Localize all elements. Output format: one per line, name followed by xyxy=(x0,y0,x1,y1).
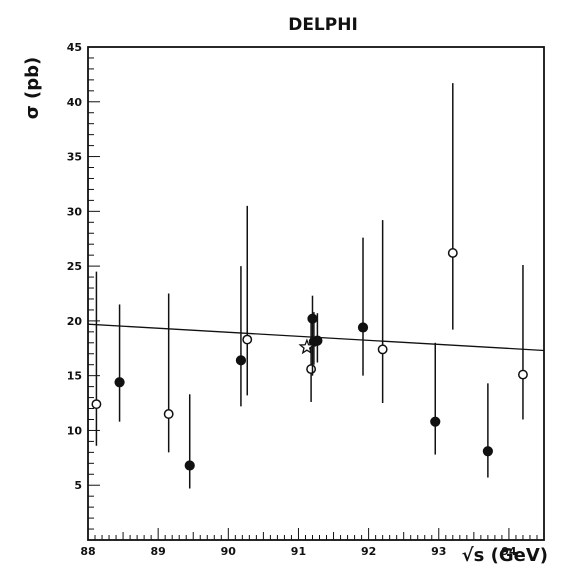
filled-circle-point xyxy=(430,416,441,427)
star-point xyxy=(298,338,316,355)
x-tick-label: 92 xyxy=(361,545,376,558)
x-tick-label: 91 xyxy=(291,545,306,558)
y-tick-label: 40 xyxy=(67,96,83,109)
data-points xyxy=(91,83,528,489)
y-tick-label: 5 xyxy=(74,479,82,492)
y-tick-label: 20 xyxy=(67,315,83,328)
x-tick-label: 89 xyxy=(150,545,165,558)
x-tick-label: 90 xyxy=(221,545,237,558)
filled-circle-point xyxy=(235,355,247,366)
y-tick-label: 15 xyxy=(67,370,82,383)
plot-frame xyxy=(87,46,545,541)
filled-circle-point xyxy=(312,335,323,346)
tick-labels: 88 89 90 91 92 93 94 5 10 15 20 25 30 35 40 45 xyxy=(67,41,517,558)
open-circle-point xyxy=(306,364,317,375)
open-circle-point xyxy=(242,334,253,345)
y-tick-label: 10 xyxy=(67,424,83,437)
chart-title: DELPHI xyxy=(288,15,358,35)
x-tick-label: 94 xyxy=(501,545,517,558)
axis-ticks xyxy=(87,46,545,541)
y-tick-label: 30 xyxy=(67,205,83,218)
x-tick-label: 88 xyxy=(80,545,95,558)
open-circle-point xyxy=(163,409,174,419)
filled-circle-point xyxy=(184,460,195,471)
filled-circle-point xyxy=(482,446,493,457)
y-axis-label: σ (pb) xyxy=(22,57,43,120)
open-circle-point xyxy=(518,369,528,380)
x-tick-label: 93 xyxy=(431,545,446,558)
y-tick-label: 45 xyxy=(67,41,82,54)
filled-circle-point xyxy=(307,313,318,324)
x-axis-label: √s (GeV) xyxy=(462,545,548,566)
y-tick-label: 25 xyxy=(67,260,82,273)
y-tick-label: 35 xyxy=(67,151,82,164)
open-circle-point xyxy=(447,248,458,258)
filled-circle-point xyxy=(357,322,369,333)
filled-circle-point xyxy=(114,377,125,388)
open-circle-point xyxy=(377,344,388,355)
open-circle-point xyxy=(91,399,102,410)
